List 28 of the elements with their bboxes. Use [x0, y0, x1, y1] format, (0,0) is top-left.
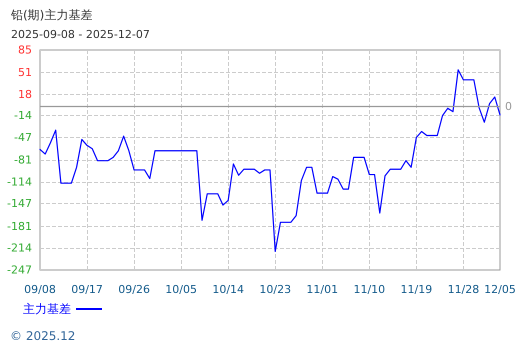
y-tick-label: 18	[18, 88, 32, 101]
chart-title: 铅(期)主力基差	[10, 8, 92, 22]
y-tick-label: -147	[7, 197, 32, 210]
x-tick-label: 11/10	[353, 283, 386, 296]
y-tick-label: 85	[18, 44, 32, 56]
y-tick-label: -14	[14, 109, 32, 122]
x-tick-label: 11/28	[448, 283, 480, 296]
x-tick-label: 09/17	[71, 283, 103, 296]
y-tick-label: 51	[18, 66, 32, 80]
x-tick-label: 09/08	[24, 283, 56, 296]
y-tick-label: -114	[7, 175, 32, 188]
x-tick-label: 10/14	[212, 283, 244, 296]
x-tick-label: 11/01	[306, 283, 338, 296]
chart-subtitle: 2025-09-08 - 2025-12-07	[11, 28, 150, 41]
y-tick-label: -181	[7, 220, 32, 233]
x-tick-label: 12/05	[484, 283, 516, 296]
y-tick-label: -247	[7, 264, 32, 276]
line-series	[39, 69, 501, 252]
legend-label: 主力基差	[23, 302, 71, 316]
x-tick-label: 10/05	[165, 283, 197, 296]
text: © 2025.12	[10, 329, 76, 343]
y-tick-label: -47	[14, 130, 32, 144]
x-tick-label: 09/26	[118, 283, 150, 296]
x-tick-label: 11/19	[400, 283, 432, 296]
y-tick-label: -81	[14, 154, 32, 166]
x-tick-label: 10/23	[259, 283, 292, 296]
y-tick-label: -214	[7, 242, 32, 255]
ref-line-label: 0	[505, 100, 512, 113]
